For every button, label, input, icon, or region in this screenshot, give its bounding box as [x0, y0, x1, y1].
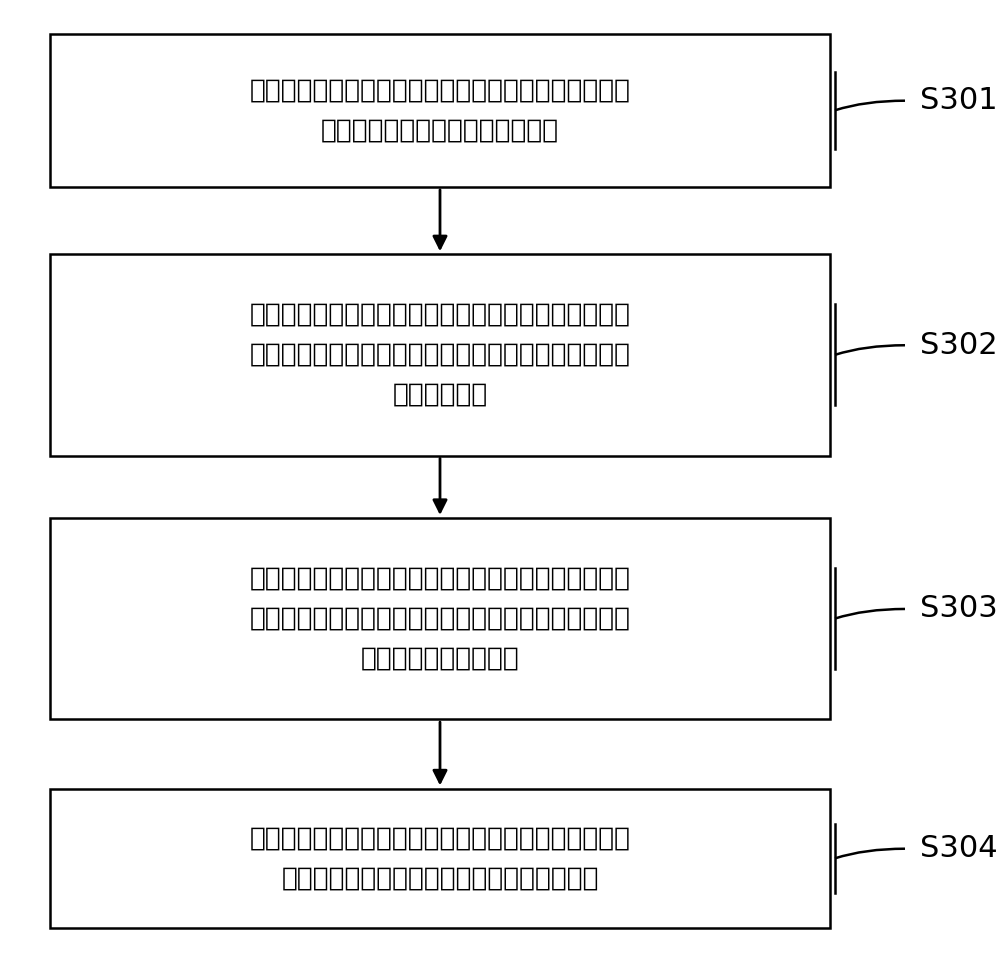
Text: S304: S304 [920, 834, 998, 863]
Text: S303: S303 [920, 595, 998, 623]
Text: 根据参考横断面的参考高程数据以及各横断面的各测量
点的第二高程数据，确定除参考横断面外的各横断面中
的异常测量点: 根据参考横断面的参考高程数据以及各横断面的各测量 点的第二高程数据，确定除参考横… [250, 302, 631, 408]
Text: S302: S302 [920, 331, 998, 360]
FancyBboxPatch shape [50, 254, 830, 456]
Text: 根据替换后的各横断面的各测量点的第二高程数据，确
定与各横断面垂直的各纵断面的第二高程数据: 根据替换后的各横断面的各测量点的第二高程数据，确 定与各横断面垂直的各纵断面的第… [250, 826, 631, 891]
Text: S301: S301 [920, 86, 998, 115]
Text: 根据各横断面对应的滤波参数以及参考滤波参数，从各
横断面中确定至少一个参考横断面: 根据各横断面对应的滤波参数以及参考滤波参数，从各 横断面中确定至少一个参考横断面 [250, 78, 631, 143]
Text: 利用与异常测量点关联的测量点的第二高程数据替换异
常测量点的第二高程数据，得到替换后的各横断面的各
测量点的第二高程数据: 利用与异常测量点关联的测量点的第二高程数据替换异 常测量点的第二高程数据，得到替… [250, 566, 631, 671]
FancyBboxPatch shape [50, 518, 830, 719]
FancyBboxPatch shape [50, 788, 830, 928]
FancyBboxPatch shape [50, 34, 830, 187]
